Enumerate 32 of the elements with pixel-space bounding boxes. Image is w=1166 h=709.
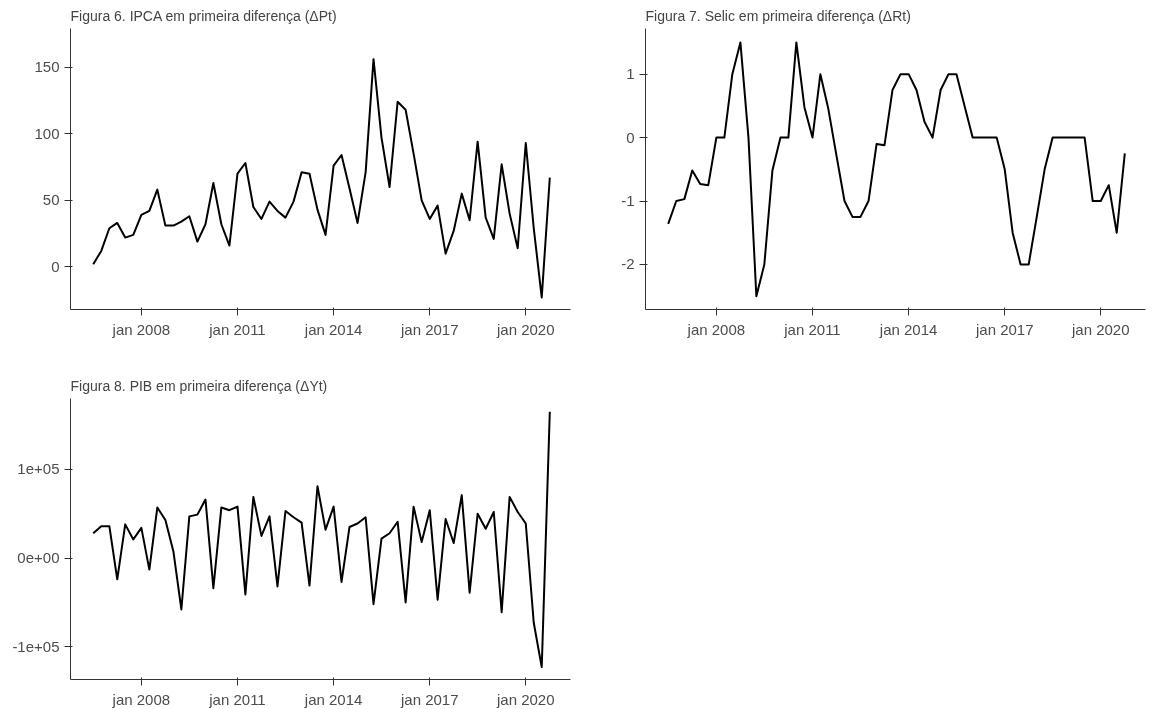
- x-tick-label: jan 2020: [495, 320, 555, 338]
- x-tick-label: jan 2020: [1070, 320, 1130, 338]
- y-tick-label: -1: [621, 192, 635, 210]
- x-tick-label: jan 2008: [111, 320, 171, 338]
- x-tick-label: jan 2017: [399, 320, 459, 338]
- x-tick-label: jan 2011: [208, 320, 266, 338]
- x-tick-label: jan 2008: [686, 320, 746, 338]
- y-tick-label: 0: [626, 128, 635, 146]
- x-tick-label: jan 2014: [878, 320, 938, 338]
- y-tick-label: 150: [34, 58, 60, 76]
- y-tick-label: 100: [34, 124, 60, 142]
- y-tick-label: 50: [42, 191, 60, 209]
- chart-title: Figura 8. PIB em primeira diferença (ΔYt): [70, 377, 328, 394]
- x-tick-label: jan 2017: [974, 320, 1034, 338]
- chart-title: Figura 7. Selic em primeira diferença (ΔRt): [645, 7, 911, 24]
- x-tick-label: jan 2020: [495, 690, 555, 708]
- chart-title: Figura 6. IPCA em primeira diferença (ΔPt): [70, 7, 337, 24]
- line-series: [667, 41, 1126, 298]
- x-tick-label: jan 2011: [783, 320, 841, 338]
- line-series: [92, 410, 551, 669]
- line-series: [92, 58, 551, 299]
- y-tick-label: -2: [621, 255, 635, 273]
- x-tick-label: jan 2014: [303, 320, 363, 338]
- y-tick-label: 1e+05: [17, 460, 60, 478]
- y-tick-label: 0: [51, 257, 60, 275]
- x-tick-label: jan 2017: [399, 690, 459, 708]
- y-tick-label: 1: [626, 65, 635, 83]
- x-tick-label: jan 2014: [303, 690, 363, 708]
- x-tick-label: jan 2008: [111, 690, 171, 708]
- y-tick-label: 0e+00: [17, 549, 60, 567]
- x-tick-label: jan 2011: [208, 690, 266, 708]
- y-tick-label: -1e+05: [12, 637, 60, 655]
